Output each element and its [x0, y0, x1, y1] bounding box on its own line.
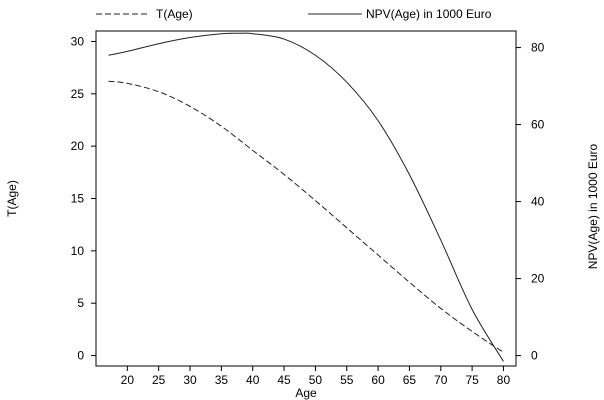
- legend-label: NPV(Age) in 1000 Euro: [366, 7, 492, 21]
- y-right-tick-label: 40: [531, 195, 545, 209]
- y-left-tick-label: 25: [71, 87, 85, 101]
- x-tick-label: 75: [465, 373, 479, 387]
- series-line-t-age: [108, 80, 504, 353]
- y-right-tick-label: 60: [531, 118, 545, 132]
- x-tick-label: 65: [403, 373, 417, 387]
- x-axis-label: Age: [295, 386, 317, 400]
- x-tick-label: 30: [183, 373, 197, 387]
- y-left-tick-label: 0: [77, 349, 84, 363]
- y-left-tick-label: 20: [71, 139, 85, 153]
- x-tick-label: 60: [371, 373, 385, 387]
- x-tick-label: 35: [215, 373, 229, 387]
- x-tick-label: 80: [497, 373, 511, 387]
- y-left-tick-label: 5: [77, 296, 84, 310]
- plot-frame: [95, 30, 517, 367]
- x-tick-label: 20: [121, 373, 135, 387]
- x-tick-label: 70: [434, 373, 448, 387]
- x-tick-label: 25: [152, 373, 166, 387]
- x-tick-label: 50: [309, 373, 323, 387]
- y-left-tick-label: 10: [71, 244, 85, 258]
- series-line-npv-age: [108, 32, 504, 362]
- y-right-tick-label: 0: [531, 349, 538, 363]
- y-right-tick-label: 20: [531, 272, 545, 286]
- y-left-axis-label: T(Age): [5, 180, 19, 217]
- y-left-tick-label: 30: [71, 34, 85, 48]
- y-right-axis-label: NPV(Age) in 1000 Euro: [586, 143, 600, 269]
- x-tick-label: 55: [340, 373, 354, 387]
- legend-label: T(Age): [156, 7, 193, 21]
- x-tick-label: 45: [277, 373, 291, 387]
- x-tick-label: 40: [246, 373, 260, 387]
- y-right-tick-label: 80: [531, 41, 545, 55]
- y-left-tick-label: 15: [71, 192, 85, 206]
